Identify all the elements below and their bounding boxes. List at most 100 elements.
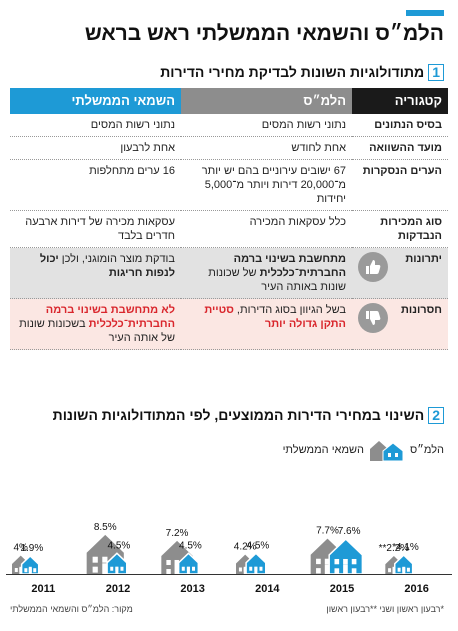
row-compare-date: מועד ההשוואה אחת לחודש אחת לרבעון	[10, 136, 448, 160]
legend-houses-icon	[370, 441, 404, 462]
lms-data-basis: נתוני רשות המסים	[181, 114, 352, 137]
cat-data-basis: בסיס הנתונים	[352, 114, 448, 137]
chart-legend: הלמ״ס השמאי הממשלתי	[283, 438, 444, 462]
page-title: הלמ״ס והשמאי הממשלתי ראש בראש	[84, 22, 444, 45]
lms-advantages: מתחשבת בשינוי ברמה החברתית־כלכלית של שכו…	[181, 247, 352, 299]
cat-advantages-cell: יתרונות	[352, 247, 448, 299]
accent-bar	[406, 10, 444, 16]
gov-house-2012-window	[120, 574, 124, 579]
gov-house-2014-door	[254, 566, 258, 574]
gov-house-2015-window	[334, 558, 340, 565]
lms-house-2014-window	[238, 567, 242, 572]
lms-compare-date: אחת לחודש	[181, 136, 352, 160]
gov-house-2015-door	[343, 564, 348, 574]
gov-disadvantages-red: לא מתחשבת בשינוי ברמה החברתית־כלכלית	[45, 304, 175, 330]
gov-house-2012-window	[110, 574, 114, 579]
gov-data-basis: נתוני רשות המסים	[10, 114, 181, 137]
header-gov: השמאי הממשלתי	[10, 88, 181, 114]
header-category: קטגוריה	[352, 88, 448, 114]
comparison-table: קטגוריה הלמ״ס השמאי הממשלתי בסיס הנתונים…	[10, 88, 448, 350]
gov-house-2013-window	[192, 566, 196, 571]
gov-house-2013-window	[181, 574, 185, 579]
section1-title: מתודולוגיות השונות לבדיקת מחירי הדירות	[160, 64, 425, 80]
year-label: 2014	[255, 583, 280, 595]
lms-value-label: 4.2%	[234, 542, 257, 553]
row-cities: הערים הנסקרות 67 ישובים עירוניים בהם יש …	[10, 159, 448, 211]
year-label: 2011	[31, 583, 55, 595]
gov-house-2012-window	[120, 566, 124, 571]
gov-house-2015-window	[343, 558, 348, 565]
lms-disadvantages-a: בשל הגיוון בסוג הדירות,	[233, 304, 346, 316]
lms-house-2015-window	[324, 558, 330, 565]
house-price-chart: 4%1.9%20118.5%4.5%20127.2%4.5%20134.2%4.…	[6, 522, 452, 595]
gov-value-label: 1.9%	[20, 543, 43, 554]
row-disadvantages: חסרונות בשל הגיוון בסוג הדירות, סטיית הת…	[10, 298, 448, 350]
lms-house-2013-window	[174, 559, 179, 566]
gov-house-2012-door	[115, 566, 119, 574]
gov-value-label: 4.5%	[179, 540, 202, 551]
footer-source: מקור: הלמ״ס והשמאי הממשלתי	[10, 604, 133, 614]
cat-advantages: יתרונות	[405, 253, 442, 265]
gov-house-2015-window	[351, 568, 357, 574]
gov-house-2014-window	[259, 566, 263, 571]
gov-house-2012-window	[110, 566, 114, 571]
gov-house-2011-window	[33, 568, 37, 573]
gov-house-2011-door	[28, 566, 32, 574]
gov-house-2011-window	[24, 568, 28, 573]
section2-title: השינוי במחירי הדירות הממוצעים, לפי המתוד…	[52, 407, 425, 423]
lms-house-2013-window	[166, 569, 171, 575]
lms-house-2012-window	[102, 556, 108, 563]
lms-house-2016-window	[388, 576, 392, 581]
lms-house-2011-door	[19, 566, 23, 574]
gov-house-2013-door	[186, 566, 190, 574]
gov-value-label: 4.5%	[246, 540, 269, 551]
legend-lms-label: הלמ״ס	[410, 444, 444, 456]
lms-cities: 67 ישובים עירוניים בהם יש יותר מ־20,000 …	[181, 159, 352, 211]
gov-house-2016-window	[397, 567, 401, 572]
lms-value-label: 8.5%	[94, 522, 117, 533]
year-label: 2015	[330, 583, 354, 595]
gov-house-2015-window	[351, 558, 357, 565]
gov-value-label: 4.5%	[107, 540, 130, 551]
table-header-row: קטגוריה הלמ״ס השמאי הממשלתי	[10, 88, 448, 114]
cat-sales-type: סוג המכירות הנבדקות	[352, 210, 448, 248]
lms-disadvantages-red: סטיית התקן גדולה יותר	[204, 304, 346, 330]
section2-heading: 2השינוי במחירי הדירות הממוצעים, לפי המתו…	[10, 407, 444, 424]
cat-cities: הערים הנסקרות	[352, 159, 448, 211]
gov-house-2011-window	[33, 576, 37, 581]
cat-compare-date: מועד ההשוואה	[352, 136, 448, 160]
gov-advantages: בודקת מוצר הומוגני, ולכן יכול לנפות חריג…	[10, 247, 181, 299]
cat-disadvantages: חסרונות	[401, 304, 442, 316]
section1-heading: 1מתודולוגיות השונות לבדיקת מחירי הדירות	[10, 64, 444, 81]
gov-value-label: *4.1%	[392, 542, 419, 553]
lms-house-2013-door	[174, 564, 179, 574]
gov-house-2015-window	[334, 568, 340, 574]
thumbs-down-icon	[358, 303, 388, 333]
gov-cities: 16 ערים מתחלפות	[10, 159, 181, 211]
lms-house-2012-window	[92, 566, 98, 573]
gov-house-2016-door	[402, 566, 406, 574]
gov-house-2016-window	[406, 575, 410, 580]
gov-compare-date: אחת לרבעון	[10, 136, 181, 160]
gov-advantages-bold: יכול לנפות חריגות	[39, 253, 175, 279]
legend-gov-label: השמאי הממשלתי	[282, 444, 365, 456]
cat-disadvantages-cell: חסרונות	[352, 298, 448, 350]
lms-house-2012-window	[92, 556, 98, 563]
gov-house-2013-window	[192, 574, 196, 579]
row-data-basis: בסיס הנתונים נתוני רשות המסים נתוני רשות…	[10, 114, 448, 137]
lms-sales-type: כלל עסקאות המכירה	[181, 210, 352, 248]
gov-house-2011-window	[24, 576, 28, 581]
year-label: 2013	[180, 583, 204, 595]
footer-note: *רבעון ראשון ושני **רבעון ראשון	[326, 604, 444, 614]
header-lms: הלמ״ס	[181, 88, 352, 114]
gov-house-2016-window	[406, 567, 410, 572]
gov-sales-type: עסקאות מכירה של דירות ארבעה חדרים בלבד	[10, 210, 181, 248]
lms-house-2016-window	[388, 568, 392, 573]
row-sales-type: סוג המכירות הנבדקות כלל עסקאות המכירה עס…	[10, 210, 448, 248]
gov-value-label: 7.6%	[338, 526, 361, 537]
gov-disadvantages-rest: בשכונות שונות של אותה העיר	[19, 318, 175, 344]
gov-house-2014-window	[259, 574, 263, 579]
lms-house-2015-door	[324, 564, 330, 574]
lms-disadvantages: בשל הגיוון בסוג הדירות, סטיית התקן גדולה…	[181, 298, 352, 350]
lms-house-2015-window	[316, 558, 321, 565]
